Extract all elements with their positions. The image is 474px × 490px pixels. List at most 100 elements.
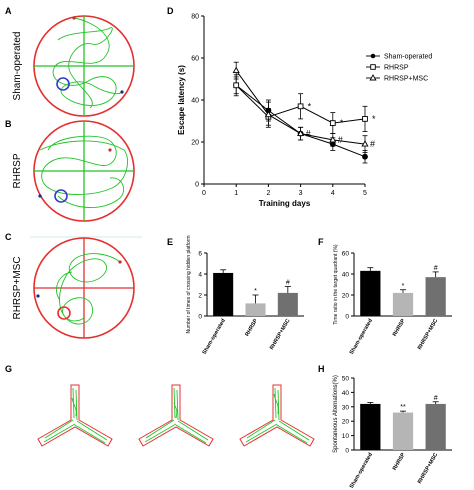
x-tick-label: 0 <box>202 190 206 197</box>
chart-e-platform-crossings: 0 2 4 6 Number of times of crossing hidden p… <box>186 235 304 356</box>
panel-letter-h: H <box>318 364 325 374</box>
panel-g-ymaze-1 <box>37 384 113 447</box>
y-tick-label: 0 <box>345 314 349 321</box>
group-label-sham: Sham-operated <box>12 32 23 101</box>
series-1 <box>233 76 368 135</box>
panel-b-trial-image <box>33 120 135 222</box>
category-label: Sham-operated <box>349 452 374 490</box>
panel-c-trial-image <box>30 236 142 339</box>
data-point <box>361 140 369 147</box>
significance-mark: * <box>340 118 344 128</box>
y-tick-label: 80 <box>191 14 199 21</box>
panel-a-trial-image <box>33 15 135 117</box>
group-label-rhrsp: RHRSP <box>12 153 23 188</box>
significance-mark: ** <box>400 404 406 411</box>
category-label: RHRSP <box>244 318 259 338</box>
significance-mark: # <box>306 129 311 139</box>
significance-mark: # <box>338 135 343 145</box>
x-tick-label: 3 <box>299 190 303 197</box>
panel-letter-a: A <box>5 6 12 16</box>
category-label: Sham-operated <box>202 318 227 356</box>
significance-mark: * <box>402 283 405 290</box>
panel-letter-f: F <box>318 237 324 247</box>
panel-letter-d: D <box>167 6 174 16</box>
y-tick-label: 40 <box>342 390 350 397</box>
bar-0 <box>213 272 234 316</box>
bar-1 <box>245 303 266 316</box>
y-tick-label: 0 <box>198 314 202 321</box>
data-point <box>264 110 272 118</box>
y-tick-label: 10 <box>342 433 350 440</box>
y-tick-label: 20 <box>191 140 199 147</box>
category-label: RHRSP+MSC <box>269 318 292 351</box>
y-tick-label: 60 <box>342 251 350 258</box>
y-tick-label: 20 <box>342 293 350 300</box>
y-tick-label: 30 <box>342 404 350 411</box>
y-axis-title: Spontaneous Alternations(%) <box>333 375 339 453</box>
bar-0 <box>360 270 381 316</box>
data-point <box>362 153 368 160</box>
bar-1 <box>392 412 414 450</box>
data-point <box>297 129 305 137</box>
y-tick-label: 0 <box>345 448 349 455</box>
x-tick-label: 4 <box>331 190 335 197</box>
significance-mark: # <box>434 395 438 402</box>
data-point <box>362 116 368 122</box>
y-tick-label: 40 <box>342 272 350 279</box>
data-point <box>297 103 304 110</box>
category-label: RHRSP <box>392 452 407 472</box>
y-axis-title: Time ratio in the target quadrant (%) <box>333 244 339 324</box>
y-tick-label: 50 <box>342 376 350 383</box>
panel-letter-c: C <box>5 232 12 242</box>
significance-mark: * <box>308 101 312 111</box>
significance-mark: # <box>434 265 438 272</box>
chart-d-escape-latency: 0 20 40 60 80 0 1 2 3 4 5 Training days Escape laten… <box>177 14 432 209</box>
legend-label: RHRSP+MSC <box>384 76 428 83</box>
y-tick-label: 6 <box>198 251 202 258</box>
category-label: RHRSP+MSC <box>417 318 440 351</box>
y-tick-label: 2 <box>198 293 202 300</box>
group-label-msc: RHRSP+MSC <box>12 256 23 319</box>
y-tick-label: 0 <box>195 182 199 189</box>
category-label: Sham-operated <box>349 318 374 356</box>
legend-marker <box>369 74 377 81</box>
bar-2 <box>425 403 446 450</box>
data-point <box>329 120 336 126</box>
significance-mark: # <box>286 280 290 287</box>
legend-label: Sham-operated <box>384 54 432 61</box>
x-tick-label: 5 <box>363 190 367 197</box>
x-tick-label: 2 <box>266 190 270 197</box>
panel-g-ymaze-3 <box>239 384 315 447</box>
x-axis-title: Training days <box>259 199 311 208</box>
series-2 <box>232 61 369 153</box>
y-axis-title: Escape latency (s) <box>177 65 186 135</box>
panel-letter-e: E <box>167 237 173 247</box>
y-tick-label: 20 <box>342 419 350 426</box>
significance-mark: * <box>254 288 257 295</box>
y-tick-label: 4 <box>198 272 202 279</box>
x-tick-label: 1 <box>234 190 238 197</box>
data-point <box>329 135 337 143</box>
data-point <box>233 82 240 89</box>
legend-marker <box>370 53 376 59</box>
panel-letter-b: B <box>5 119 12 129</box>
significance-mark: * <box>372 114 376 124</box>
category-label: RHRSP <box>392 318 407 338</box>
bar-0 <box>360 403 381 450</box>
data-point <box>232 66 240 74</box>
y-tick-label: 60 <box>191 56 199 63</box>
category-label: RHRSP+MSC <box>417 452 440 485</box>
panel-g-ymaze-2 <box>138 384 214 447</box>
bar-2 <box>277 292 298 316</box>
legend-marker <box>370 64 376 70</box>
panel-letter-g: G <box>5 364 12 374</box>
bar-1 <box>392 292 414 316</box>
significance-mark: # <box>370 139 375 149</box>
legend-label: RHRSP <box>384 65 409 72</box>
bar-2 <box>425 277 446 316</box>
y-tick-label: 40 <box>191 98 199 105</box>
y-axis-title: Number of times of crossing hidden platf… <box>186 235 192 333</box>
